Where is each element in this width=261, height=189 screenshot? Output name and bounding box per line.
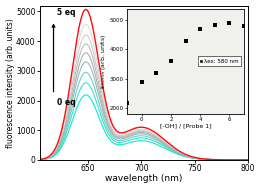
X-axis label: wavelength (nm): wavelength (nm) — [105, 174, 183, 184]
Y-axis label: fluorescence intensity (arb. units): fluorescence intensity (arb. units) — [5, 18, 15, 148]
Text: 0 eq: 0 eq — [57, 98, 75, 107]
Text: 5 eq: 5 eq — [57, 9, 75, 17]
